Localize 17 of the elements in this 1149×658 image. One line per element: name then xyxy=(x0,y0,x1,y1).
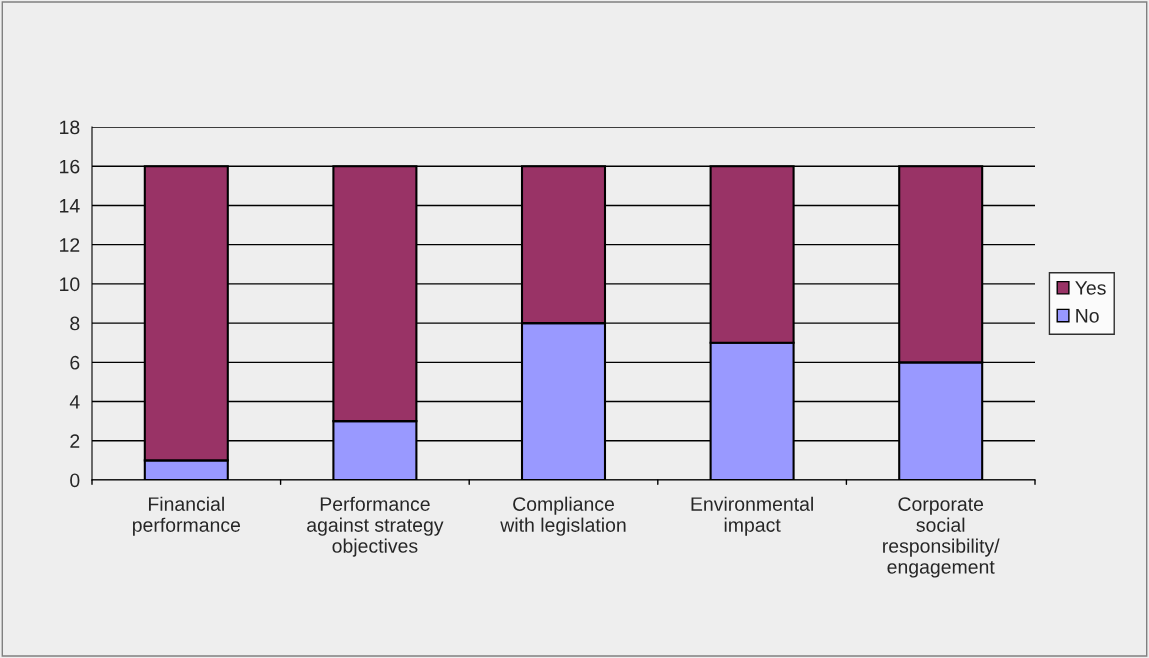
y-tick-label: 10 xyxy=(60,277,80,292)
x-tick-label: Financial performance xyxy=(132,496,241,536)
y-tick-label: 4 xyxy=(69,395,80,409)
x-tick-label: Compliance with legislation xyxy=(500,496,626,536)
y-tick-label: 8 xyxy=(70,316,80,331)
x-tick-label: Environmental impact xyxy=(691,496,813,536)
x-tick-label: Performance against strategy objectives xyxy=(307,496,444,557)
y-tick-label: 14 xyxy=(60,199,80,213)
y-tick-label: 16 xyxy=(60,159,80,174)
legend-label: Yes xyxy=(1075,281,1106,295)
y-tick-label: 18 xyxy=(60,120,80,135)
y-tick-label: 2 xyxy=(70,434,80,448)
legend-label: No xyxy=(1076,309,1099,323)
y-tick-label: 0 xyxy=(70,473,80,488)
x-tick-label: Corporate social responsibility/ engagement xyxy=(883,497,1000,578)
y-tick-label: 12 xyxy=(60,238,80,252)
y-tick-label: 6 xyxy=(70,355,80,370)
